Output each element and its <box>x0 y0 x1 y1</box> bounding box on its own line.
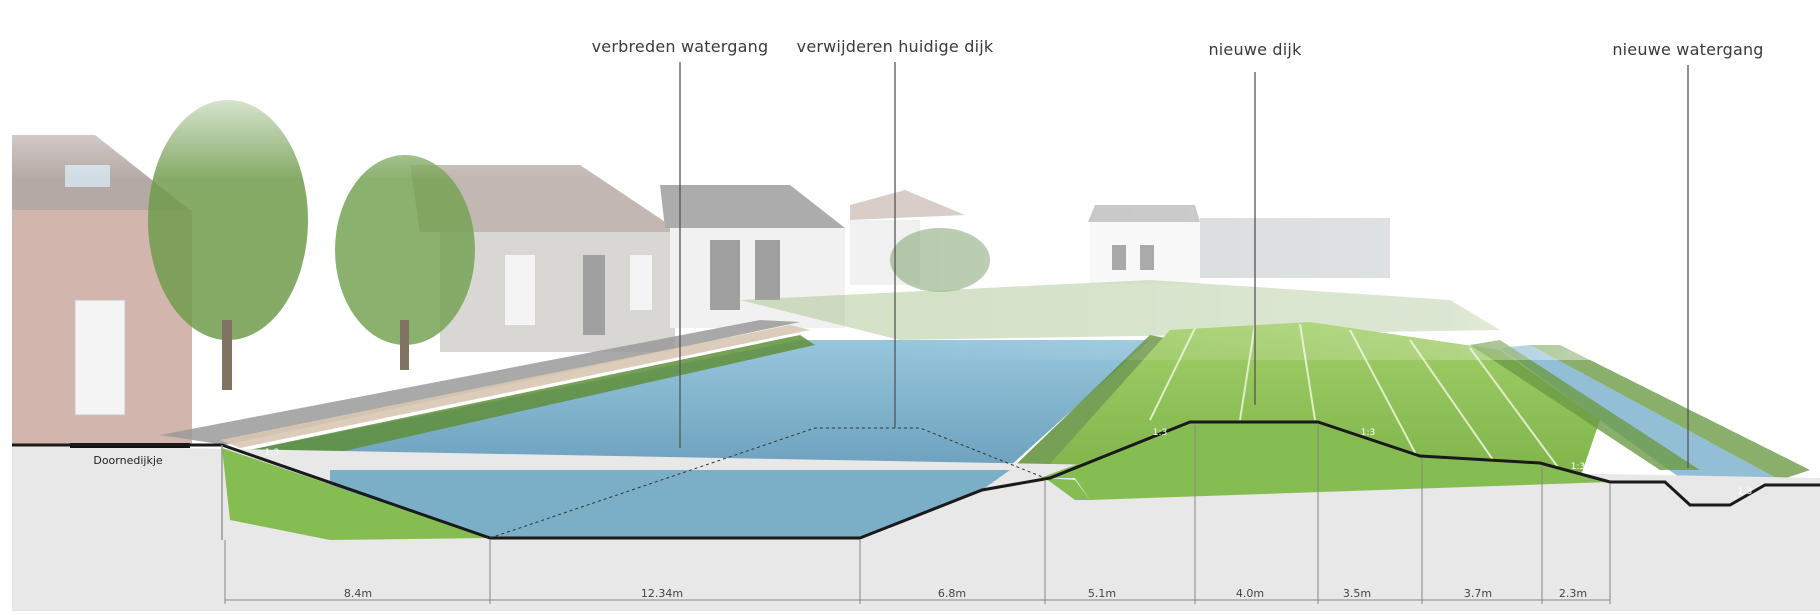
label-nieuwe-dijk: nieuwe dijk <box>1208 40 1302 59</box>
dimension-label: 8.4m <box>343 587 373 600</box>
leader-lines <box>679 62 1689 468</box>
label-verwijderen-huidige-dijk: verwijderen huidige dijk <box>796 37 994 56</box>
dimension-label: 6.8m <box>937 587 967 600</box>
slope-mark: 1:3 <box>1570 462 1586 472</box>
slope-mark: 1:3 <box>264 448 280 458</box>
slope-mark: 1:3 <box>1360 428 1376 438</box>
dimension-label: 5.1m <box>1087 587 1117 600</box>
dimension-label: 12.34m <box>640 587 684 600</box>
house-window-left <box>74 299 126 416</box>
dimension-lines <box>224 425 1611 604</box>
sidewalk <box>220 325 810 448</box>
road-label: Doornedijkje <box>93 454 163 467</box>
reeds-far-right <box>1470 340 1700 470</box>
label-verbreden-watergang: verbreden watergang <box>591 37 769 56</box>
reeds-far-right-2 <box>1530 345 1810 480</box>
dimension-label: 2.3m <box>1558 587 1588 600</box>
reeds-left <box>225 335 815 470</box>
street <box>160 320 800 445</box>
section-water <box>330 470 1010 538</box>
dimension-label: 4.0m <box>1235 587 1265 600</box>
house-roof-grey <box>410 165 680 232</box>
dimension-label: 3.5m <box>1342 587 1372 600</box>
new-watergang-surface <box>1500 345 1780 485</box>
slope-mark: 1:3 <box>1737 487 1753 497</box>
section-dike <box>1040 422 1610 500</box>
tree-middle <box>335 155 475 345</box>
section-dike-foot <box>1045 478 1090 500</box>
house-roof-white <box>660 185 845 228</box>
dimension-label: 3.7m <box>1463 587 1493 600</box>
slope-mark: 1:3 <box>1152 428 1168 438</box>
profile-line <box>12 420 1820 540</box>
reeds-right <box>1000 335 1175 480</box>
water-surface <box>225 340 1150 475</box>
label-nieuwe-watergang: nieuwe watergang <box>1612 40 1764 59</box>
section-left-bank <box>222 448 490 540</box>
